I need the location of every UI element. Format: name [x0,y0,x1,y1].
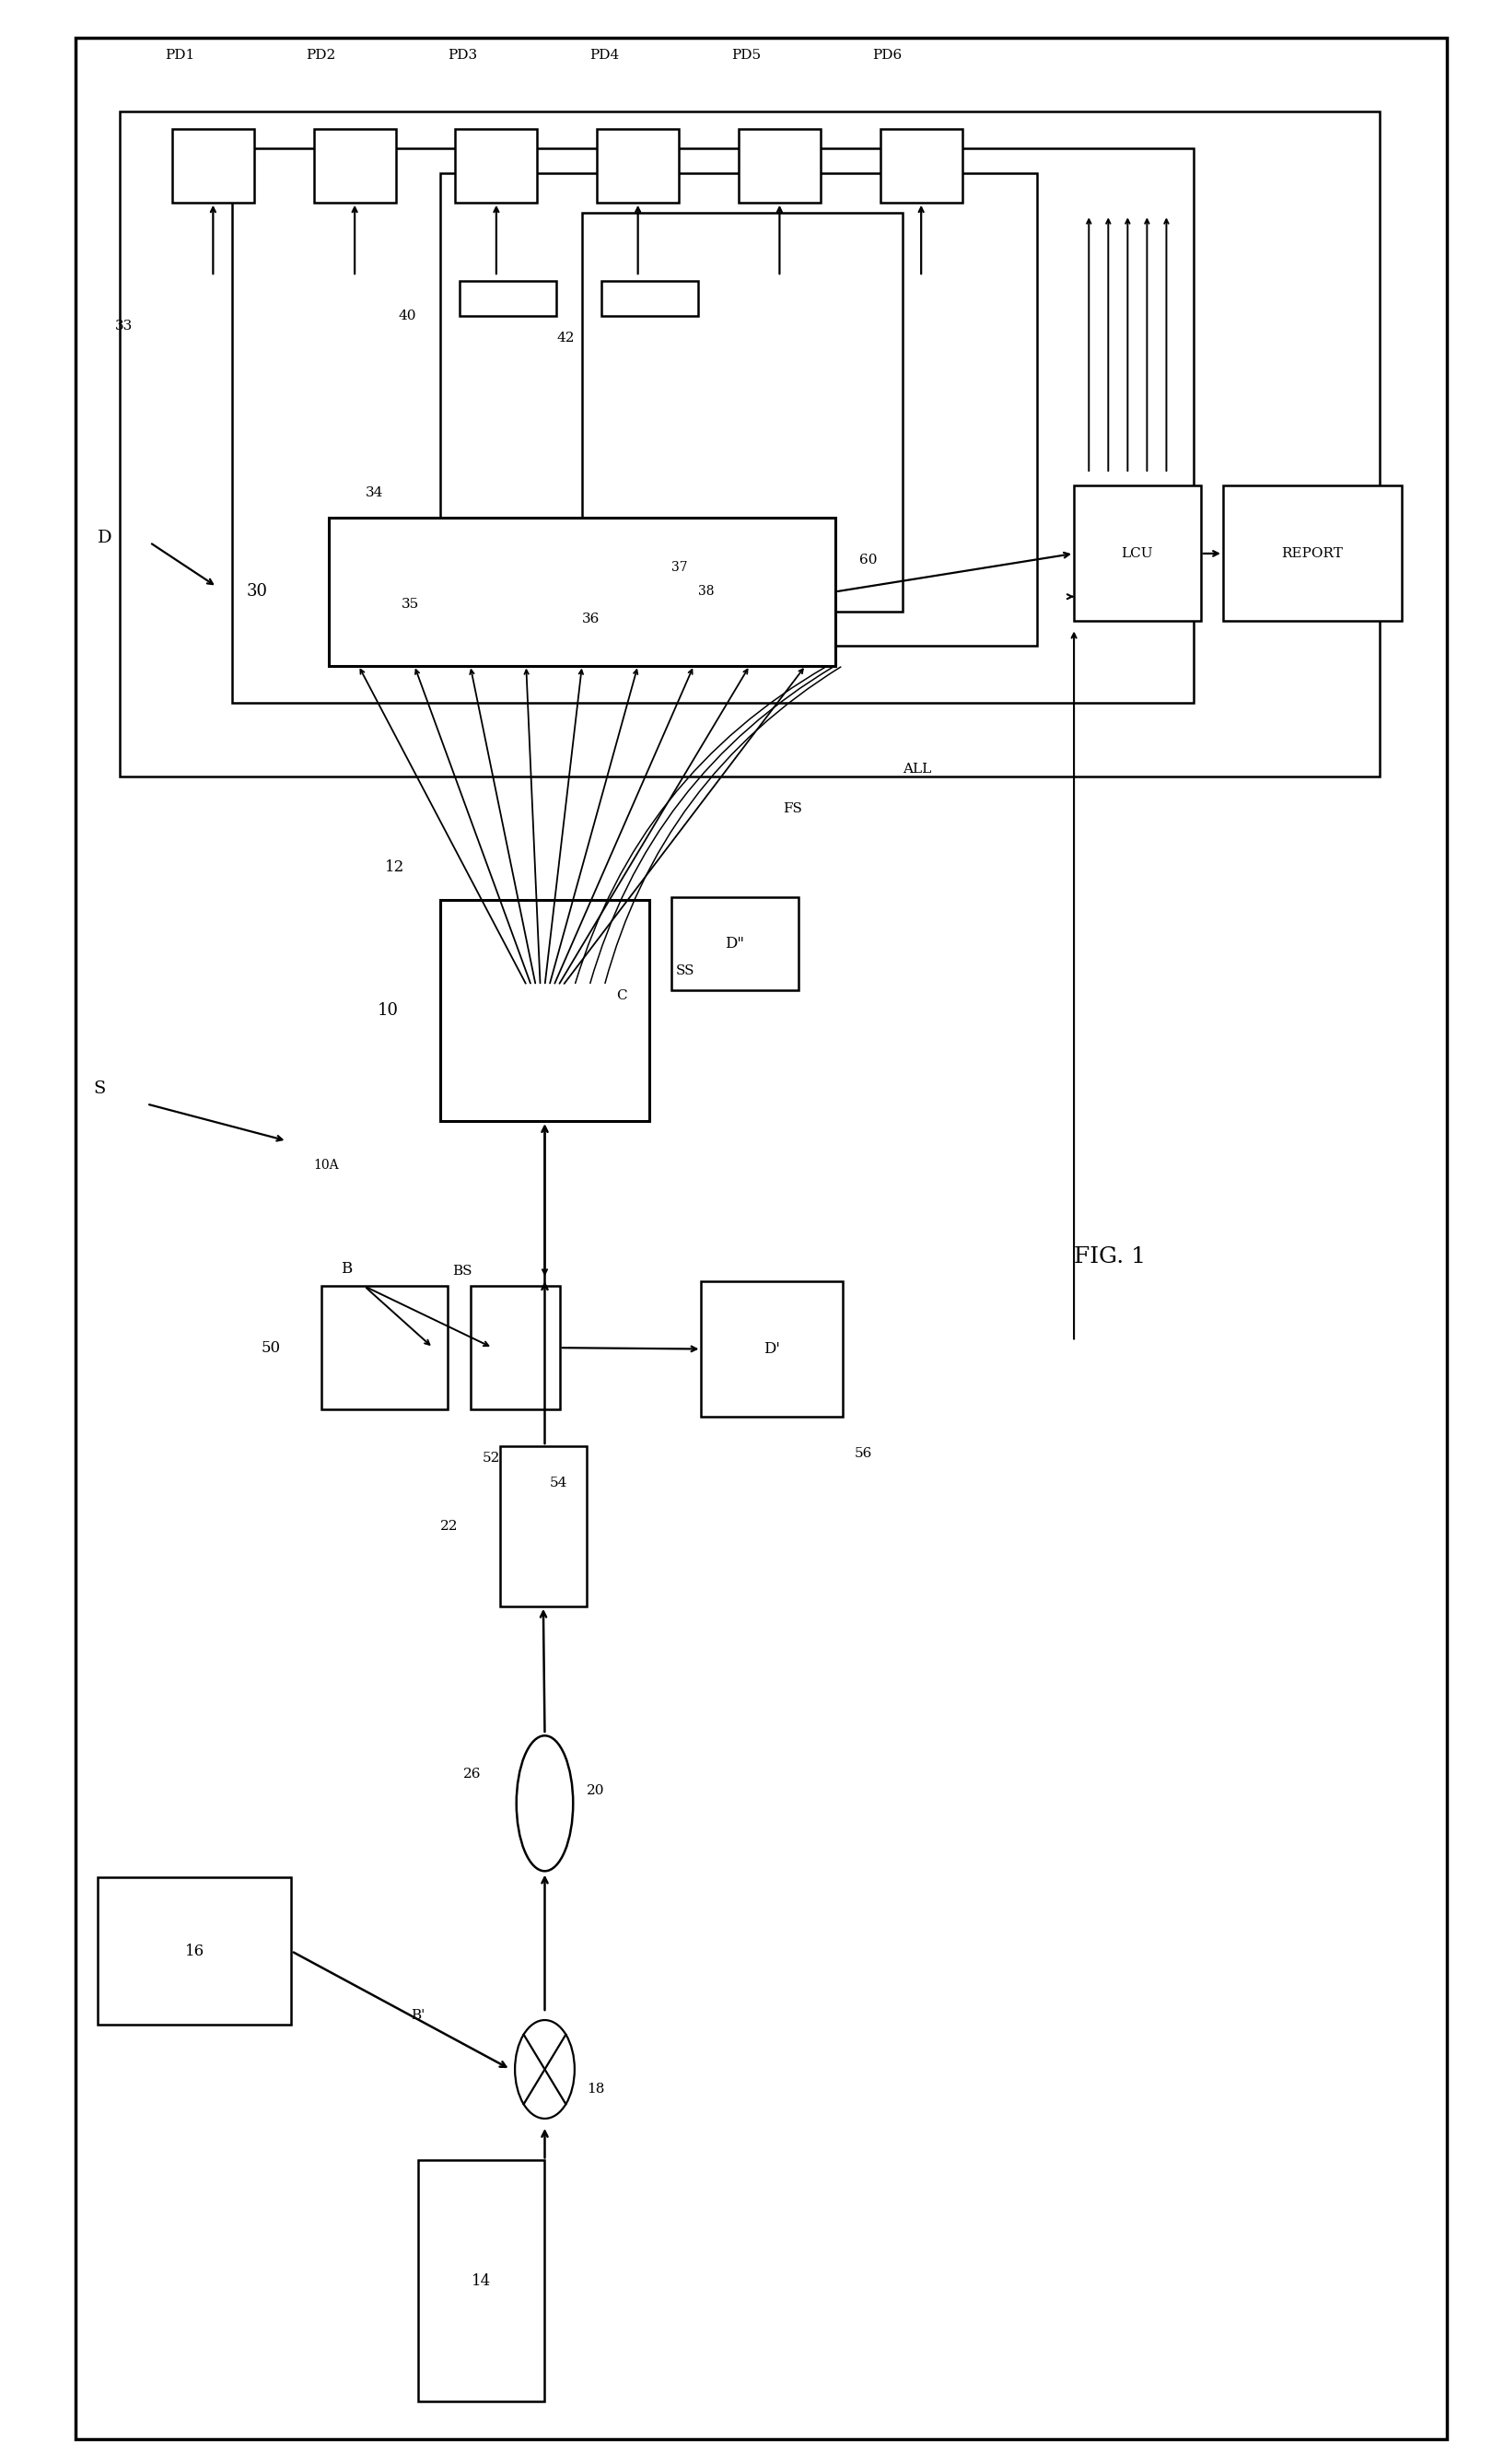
Text: SS: SS [676,963,695,976]
Bar [172,128,254,202]
Text: LCU: LCU [1122,547,1153,559]
Bar [880,128,962,202]
Bar [460,281,557,315]
Text: 10: 10 [377,1003,398,1018]
Bar [313,128,395,202]
Ellipse shape [516,1735,573,1870]
Text: 35: 35 [401,599,419,611]
Text: 60: 60 [859,554,877,567]
Text: ALL: ALL [903,761,931,776]
Text: B: B [340,1262,352,1276]
Text: 18: 18 [586,2082,604,2094]
Bar [470,1286,560,1409]
Text: 22: 22 [440,1520,458,1533]
Text: D": D" [725,936,745,951]
Text: 40: 40 [398,310,416,323]
Bar [328,517,836,665]
Text: 16: 16 [185,1944,204,1959]
Text: 54: 54 [549,1476,567,1491]
Text: REPORT: REPORT [1282,547,1343,559]
Bar [601,281,698,315]
Text: C: C [616,988,627,1003]
Text: 20: 20 [586,1784,604,1796]
Text: B': B' [410,2008,425,2020]
Text: 37: 37 [671,562,688,574]
Bar [97,1878,291,2025]
Text: PD1: PD1 [164,49,194,62]
Text: S: S [93,1082,106,1096]
Text: 10A: 10A [313,1158,339,1173]
Text: BS: BS [452,1264,471,1279]
Text: 14: 14 [471,2274,491,2289]
Bar [701,1281,843,1417]
Text: 50: 50 [261,1340,280,1355]
Text: 34: 34 [366,488,383,500]
Text: 38: 38 [698,586,715,599]
Bar [671,897,798,991]
Bar [440,899,649,1121]
Text: FS: FS [783,801,803,816]
Bar [1223,485,1402,621]
Text: FIG. 1: FIG. 1 [1074,1247,1146,1266]
Text: D': D' [764,1340,780,1358]
Bar [455,128,537,202]
Text: 52: 52 [482,1451,500,1466]
Bar [739,128,821,202]
Bar [582,212,903,611]
Bar [1074,485,1201,621]
Text: PD5: PD5 [731,49,761,62]
Text: 26: 26 [463,1767,480,1781]
Bar [119,111,1380,776]
Text: PD4: PD4 [589,49,619,62]
Bar [597,128,679,202]
Text: 12: 12 [385,860,404,875]
Text: D: D [97,530,112,547]
Bar [440,172,1037,646]
Text: 56: 56 [855,1446,873,1461]
Bar [500,1446,586,1607]
Bar [231,148,1194,702]
Text: 30: 30 [246,584,267,599]
Text: PD6: PD6 [873,49,903,62]
Text: 36: 36 [582,614,600,626]
Bar [321,1286,448,1409]
Bar [418,2161,545,2402]
Text: PD2: PD2 [306,49,336,62]
Text: 33: 33 [115,320,133,333]
Text: 42: 42 [557,333,574,345]
Text: PD3: PD3 [448,49,477,62]
